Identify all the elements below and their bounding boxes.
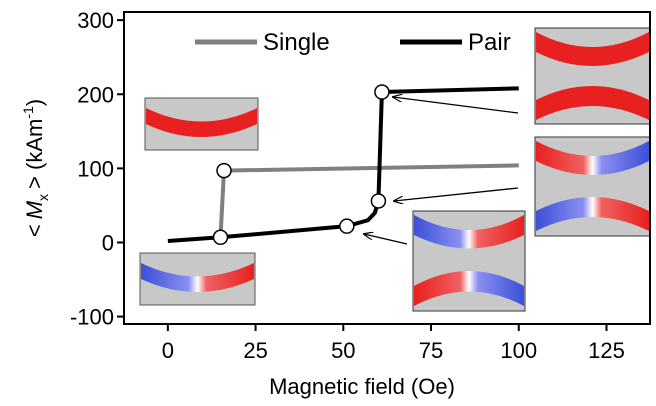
y-axis-label-part: < <box>22 224 47 237</box>
y-tick-label: 100 <box>77 156 114 181</box>
inset-pair-high <box>534 27 651 125</box>
x-tick-label: 75 <box>419 338 443 363</box>
inset-single-state <box>144 97 259 151</box>
x-axis-label: Magnetic field (Oe) <box>269 374 455 399</box>
y-axis-label-part: ) <box>22 99 47 106</box>
state-marker <box>339 218 355 234</box>
y-tick-label: 300 <box>77 8 114 33</box>
state-marker <box>374 84 390 100</box>
x-tick-label: 125 <box>588 338 625 363</box>
axes: 0 25 50 75 100 125 -100 0 100 200 300 Magnetic fiel… <box>20 8 625 399</box>
plot-front: Single Pair <box>123 11 651 325</box>
y-axis-label-part: x <box>35 194 51 201</box>
inset-single-reversed <box>139 252 256 306</box>
state-marker <box>212 229 229 246</box>
series-line <box>167 86 519 243</box>
y-tick-label: 0 <box>102 230 114 255</box>
y-axis-label-part: M <box>22 200 47 219</box>
y-tick-label: 200 <box>77 82 114 107</box>
legend-label: Pair <box>468 29 511 56</box>
inset-pair-low <box>412 210 526 312</box>
state-marker <box>216 162 232 179</box>
x-tick-label: 50 <box>331 338 355 363</box>
y-axis-label-part: -1 <box>20 106 36 119</box>
state-marker <box>370 193 387 209</box>
y-axis-label: < Mx > (kAm-1) <box>20 99 51 237</box>
x-tick-label: 100 <box>500 338 537 363</box>
plot-frame <box>123 11 651 325</box>
inset-pair-mid <box>534 136 651 237</box>
arrows <box>364 97 519 245</box>
y-tick-label: -100 <box>70 305 114 330</box>
x-tick-label: 0 <box>162 338 174 363</box>
x-tick-label: 25 <box>243 338 267 363</box>
legend-label: Single <box>263 29 330 56</box>
y-axis-label-part: > (kAm <box>22 119 47 189</box>
